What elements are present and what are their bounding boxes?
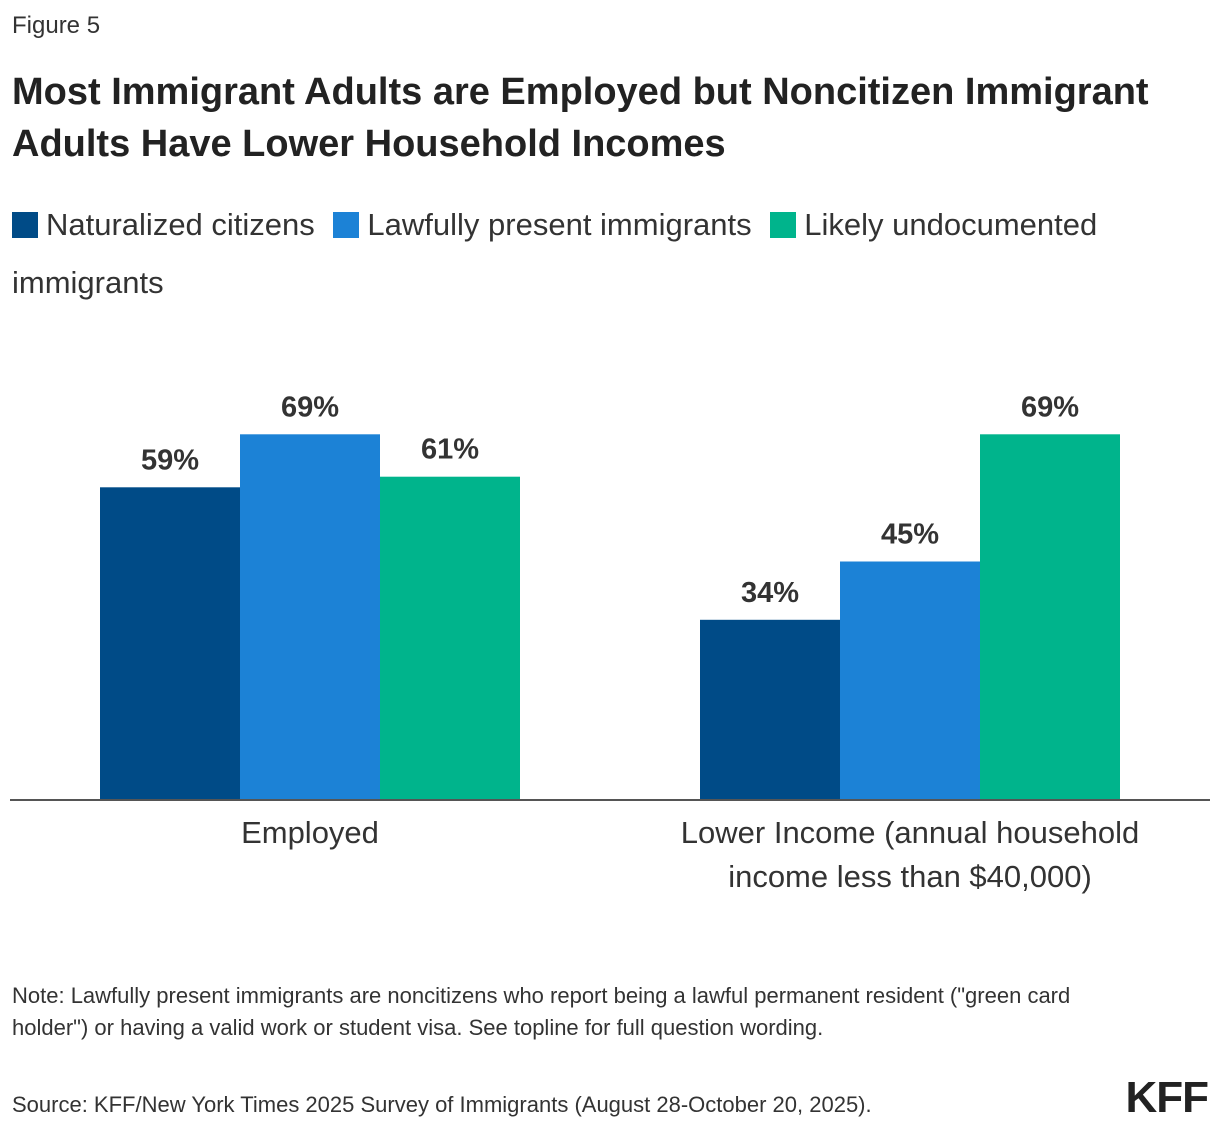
bar — [840, 561, 980, 800]
legend-label-undocumented: Likely undocumented immigrants — [12, 207, 1098, 300]
legend-swatch-naturalized — [12, 212, 38, 238]
data-label: 45% — [881, 519, 939, 551]
data-label: 34% — [741, 577, 799, 609]
legend-label-naturalized: Naturalized citizens — [46, 207, 315, 242]
kff-logo: KFF — [1125, 1073, 1209, 1122]
category-label: Lower Income (annual household — [681, 815, 1139, 850]
chart-note: Note: Lawfully present immigrants are no… — [12, 983, 1071, 1040]
legend-swatch-lawful — [333, 212, 360, 238]
data-label: 69% — [1021, 391, 1079, 423]
legend-swatch-undocumented — [770, 212, 797, 238]
bar — [240, 434, 380, 800]
chart-title: Most Immigrant Adults are Employed but N… — [12, 71, 1149, 165]
data-label: 59% — [141, 444, 199, 476]
bar — [380, 476, 520, 800]
legend-item-naturalized: Naturalized citizens — [12, 207, 315, 242]
bar — [980, 434, 1120, 800]
category-label: Employed — [241, 815, 379, 850]
legend-label-lawful: Lawfully present immigrants — [367, 207, 752, 242]
legend-item-undocumented: Likely undocumented immigrants — [12, 207, 1097, 300]
category-label: income less than $40,000) — [728, 859, 1092, 894]
bar — [100, 487, 240, 800]
chart-source: Source: KFF/New York Times 2025 Survey o… — [12, 1092, 872, 1117]
legend-item-lawful: Lawfully present immigrants — [333, 207, 752, 242]
legend: Naturalized citizens Lawfully present im… — [12, 196, 1212, 312]
data-label: 69% — [281, 391, 339, 423]
figure-label: Figure 5 — [12, 12, 101, 39]
bar-chart: 59% 69% 61% Employed 34% 45% 69% Lower Income (… — [10, 391, 1210, 894]
data-label: 61% — [421, 434, 479, 466]
bar — [700, 619, 840, 800]
